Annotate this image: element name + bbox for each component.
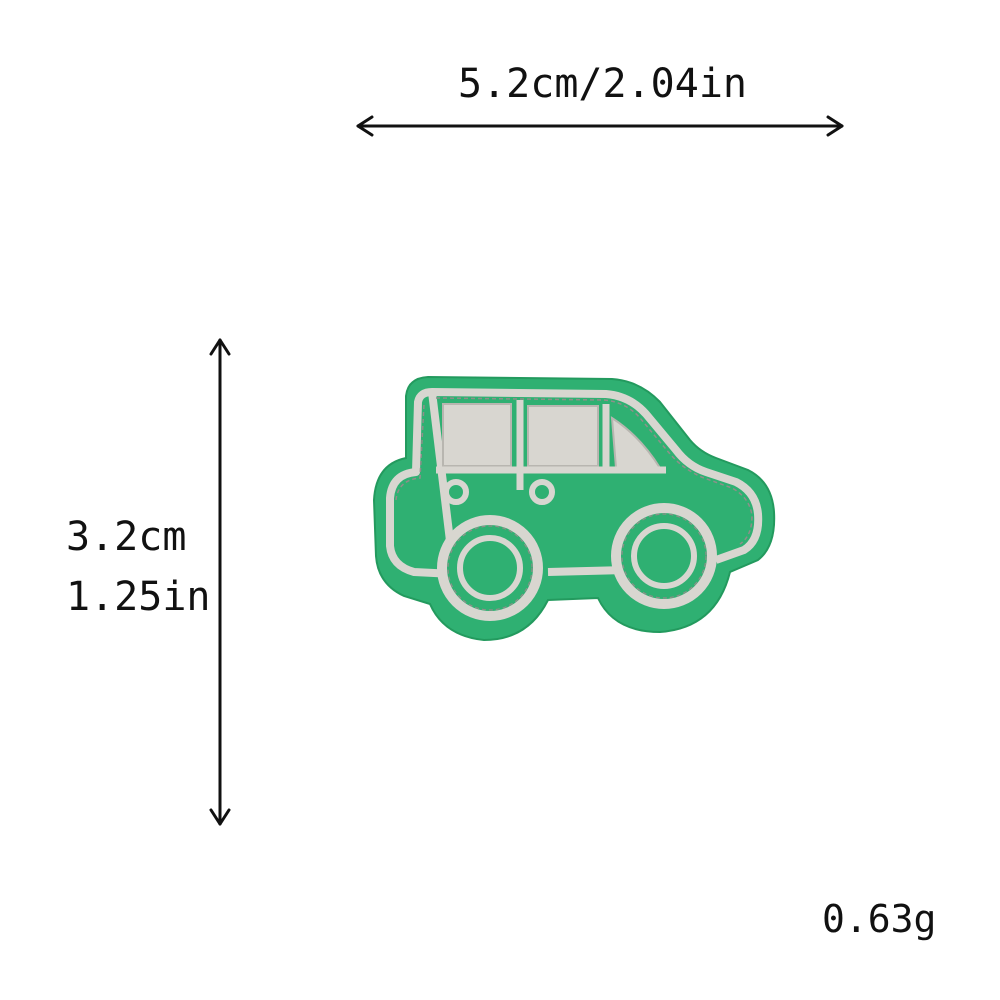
middle-window <box>527 405 599 467</box>
weight-label: 0.63g <box>822 897 937 941</box>
rear-window <box>442 403 512 467</box>
height-dimension-cm-label: 3.2cm <box>66 514 187 560</box>
car-patch <box>372 375 776 642</box>
front-wheel <box>611 503 717 609</box>
width-dimension-label: 5.2cm/2.04in <box>458 61 747 107</box>
door-handle-front <box>529 479 555 505</box>
height-arrow <box>209 338 231 826</box>
height-dimension-in-label: 1.25in <box>66 574 211 620</box>
width-arrow <box>356 115 844 137</box>
door-handle-rear <box>443 479 469 505</box>
rear-wheel <box>437 515 543 621</box>
car-windows <box>436 400 666 490</box>
